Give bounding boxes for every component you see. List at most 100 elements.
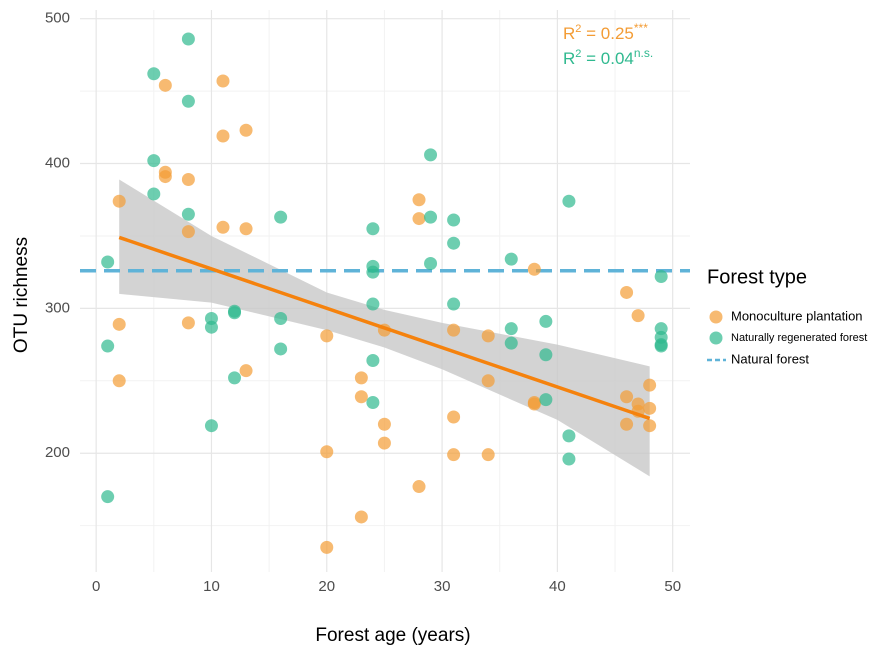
- point: [527, 397, 541, 411]
- legend-title: Forest type: [707, 266, 807, 288]
- point: [654, 339, 668, 353]
- point: [447, 297, 461, 311]
- annotation-text: = 0.25: [581, 24, 633, 43]
- point: [643, 419, 657, 433]
- y-tick-label: 300: [45, 299, 70, 316]
- legend-label: Monoculture plantation: [731, 308, 863, 323]
- point: [447, 236, 461, 250]
- point: [447, 213, 461, 227]
- point: [239, 123, 253, 137]
- point: [228, 371, 242, 385]
- point: [320, 540, 334, 554]
- point: [447, 323, 461, 337]
- y-axis-label: OTU richness: [11, 237, 32, 353]
- annotation-sig: n.s.: [634, 46, 653, 60]
- point: [377, 436, 391, 450]
- point: [643, 378, 657, 392]
- point: [181, 207, 195, 221]
- point: [181, 316, 195, 330]
- point: [181, 32, 195, 46]
- point: [539, 393, 553, 407]
- point: [481, 448, 495, 462]
- x-tick-label: 40: [549, 578, 566, 595]
- point: [112, 194, 126, 208]
- annotation-sig: ***: [634, 21, 648, 35]
- point: [181, 172, 195, 186]
- x-tick-label: 20: [318, 578, 335, 595]
- point: [101, 255, 115, 269]
- point: [539, 314, 553, 328]
- point: [539, 348, 553, 362]
- annotation: R2 = 0.04n.s.: [563, 46, 653, 68]
- point: [366, 222, 380, 236]
- point: [366, 265, 380, 279]
- point: [424, 148, 438, 162]
- legend-marker: [709, 331, 723, 345]
- point: [654, 270, 668, 284]
- point: [354, 371, 368, 385]
- point: [112, 317, 126, 331]
- point: [274, 312, 288, 326]
- legend-label: Natural forest: [731, 351, 809, 366]
- point: [147, 187, 161, 201]
- point: [412, 193, 426, 207]
- legend-label: Naturally regenerated forest: [731, 332, 867, 344]
- point: [274, 342, 288, 356]
- x-tick-label: 30: [434, 578, 451, 595]
- point: [204, 419, 218, 433]
- x-axis-label: Forest age (years): [315, 625, 470, 646]
- annotation-power: 2: [575, 23, 581, 35]
- point: [239, 364, 253, 378]
- point: [366, 396, 380, 410]
- point: [181, 94, 195, 108]
- point: [562, 194, 576, 208]
- point: [424, 256, 438, 270]
- point: [158, 78, 172, 92]
- point: [204, 320, 218, 334]
- point: [377, 417, 391, 431]
- legend-marker: [709, 310, 723, 324]
- point: [181, 225, 195, 239]
- point: [239, 222, 253, 236]
- point: [216, 129, 230, 143]
- point: [424, 210, 438, 224]
- annotation-power: 2: [575, 48, 581, 60]
- point: [504, 252, 518, 266]
- x-tick-label: 50: [664, 578, 681, 595]
- point: [481, 329, 495, 343]
- point: [447, 448, 461, 462]
- point: [354, 510, 368, 524]
- point: [562, 429, 576, 443]
- fit-line: [118, 235, 651, 421]
- annotation-label: R: [563, 24, 575, 43]
- point: [643, 401, 657, 415]
- annotation-text: = 0.04: [581, 49, 633, 68]
- point: [631, 309, 645, 323]
- point: [366, 354, 380, 368]
- point: [354, 390, 368, 404]
- point: [366, 297, 380, 311]
- point: [274, 210, 288, 224]
- point: [481, 374, 495, 388]
- point: [216, 74, 230, 88]
- point: [228, 306, 242, 320]
- annotation-label: R: [563, 49, 575, 68]
- point: [504, 336, 518, 350]
- point: [101, 339, 115, 353]
- point: [620, 417, 634, 431]
- y-tick-label: 400: [45, 155, 70, 172]
- point: [562, 452, 576, 466]
- point: [447, 410, 461, 424]
- point: [412, 480, 426, 494]
- point: [504, 322, 518, 336]
- point: [527, 262, 541, 276]
- point: [147, 154, 161, 168]
- y-tick-label: 500: [45, 10, 70, 27]
- x-tick-label: 0: [92, 578, 100, 595]
- y-tick-label: 200: [45, 444, 70, 461]
- point: [158, 170, 172, 184]
- point: [620, 285, 634, 299]
- point: [216, 220, 230, 234]
- point: [620, 390, 634, 404]
- point: [147, 67, 161, 81]
